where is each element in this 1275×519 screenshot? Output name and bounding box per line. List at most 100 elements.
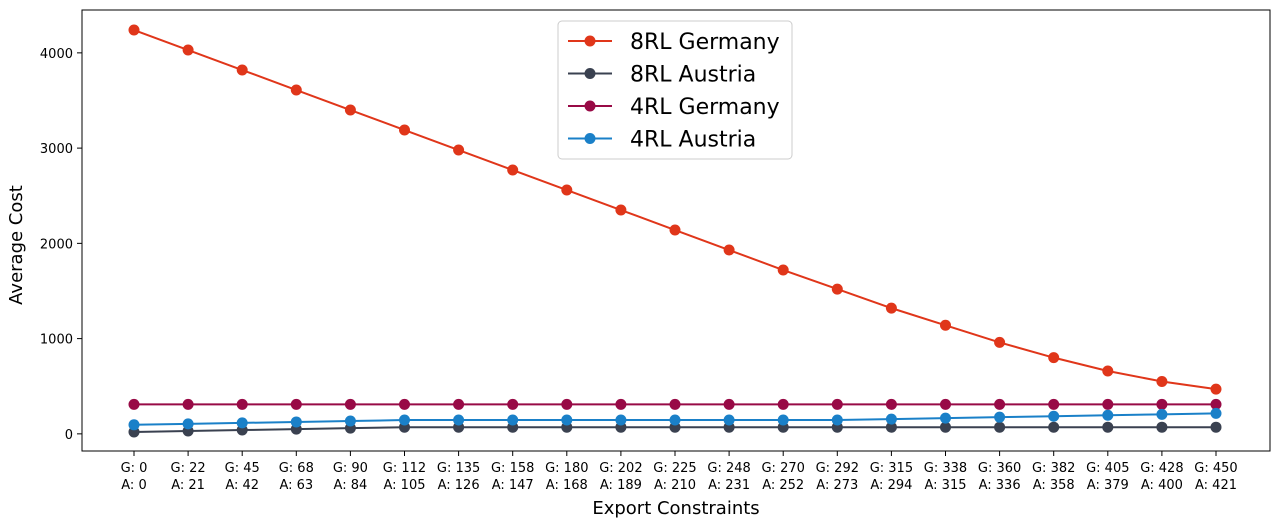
data-point-4rl-germany	[1048, 398, 1060, 410]
x-tick-label-line: G: 158	[491, 461, 534, 476]
series-4rl-germany	[128, 398, 1222, 410]
data-point-4rl-austria	[344, 415, 356, 427]
data-point-4rl-germany	[669, 398, 681, 410]
data-point-8rl-germany	[236, 64, 248, 76]
x-tick-label: G: 315 A: 294	[870, 461, 913, 493]
x-tick-label: G: 338 A: 315	[924, 461, 967, 493]
x-tick-label-line: A: 0	[121, 478, 146, 493]
data-point-8rl-germany	[1156, 375, 1168, 387]
data-point-4rl-austria	[453, 414, 465, 426]
data-point-4rl-austria	[615, 414, 627, 426]
x-tick-label: G: 45 A: 42	[225, 461, 260, 493]
x-tick-label: G: 0 A: 0	[121, 461, 148, 493]
x-tick-label-line: G: 0	[121, 461, 148, 476]
x-tick-label-line: G: 382	[1032, 461, 1075, 476]
data-point-8rl-germany	[290, 84, 302, 96]
data-point-8rl-austria	[1048, 421, 1060, 433]
legend-marker	[584, 35, 596, 47]
data-point-4rl-germany	[453, 398, 465, 410]
data-point-4rl-germany	[1102, 398, 1114, 410]
y-axis: 0 1000 2000 3000 4000	[40, 47, 82, 443]
x-tick-label-line: G: 248	[707, 461, 750, 476]
x-tick-label-line: G: 135	[437, 461, 480, 476]
data-point-4rl-austria	[669, 414, 681, 426]
data-point-4rl-germany	[182, 398, 194, 410]
data-point-4rl-austria	[399, 414, 410, 426]
y-axis-title: Average Cost	[6, 185, 27, 305]
data-point-4rl-austria	[831, 414, 843, 426]
x-axis-title: Export Constraints	[592, 498, 759, 519]
x-tick-label-line: A: 168	[546, 478, 588, 493]
x-tick-label-line: A: 315	[925, 478, 967, 493]
x-tick-label-line: G: 90	[333, 461, 368, 476]
x-tick-label: G: 225 A: 210	[653, 461, 696, 493]
data-point-4rl-austria	[128, 419, 140, 431]
data-point-4rl-austria	[290, 416, 302, 428]
x-tick-label: G: 68 A: 63	[279, 461, 314, 493]
data-point-4rl-austria	[561, 414, 573, 426]
data-point-8rl-germany	[399, 124, 410, 136]
x-tick-label-line: G: 315	[870, 461, 913, 476]
data-point-4rl-austria	[885, 413, 897, 425]
legend-box	[557, 20, 793, 160]
data-point-8rl-germany	[1102, 365, 1114, 377]
x-tick-label-line: A: 105	[384, 478, 426, 493]
data-point-8rl-germany	[344, 104, 356, 116]
legend-label: 4RL Austria	[630, 128, 756, 153]
data-point-4rl-austria	[1048, 410, 1060, 422]
x-tick-label-line: G: 112	[383, 461, 426, 476]
x-tick-label: G: 270 A: 252	[761, 461, 804, 493]
data-point-8rl-austria	[1210, 421, 1222, 433]
series-layer	[128, 24, 1222, 438]
x-tick-label-line: G: 22	[171, 461, 206, 476]
x-tick-label-line: A: 421	[1195, 478, 1237, 493]
data-point-8rl-austria	[885, 421, 897, 433]
legend-entry-8rl-germany: 8RL Germany	[568, 30, 780, 55]
y-tick-label: 0	[65, 428, 73, 443]
data-point-8rl-germany	[723, 244, 735, 256]
data-point-4rl-austria	[1156, 408, 1168, 420]
x-tick-label-line: A: 379	[1087, 478, 1129, 493]
data-point-8rl-germany	[994, 336, 1006, 348]
data-point-8rl-germany	[831, 283, 843, 295]
data-point-8rl-germany	[777, 264, 789, 276]
data-point-8rl-germany	[1048, 352, 1060, 364]
x-tick-label-line: A: 147	[492, 478, 534, 493]
legend-label: 8RL Germany	[630, 30, 780, 55]
data-point-8rl-germany	[453, 144, 465, 156]
y-tick-label: 2000	[40, 237, 73, 252]
x-tick-label-line: A: 336	[979, 478, 1021, 493]
x-tick-label: G: 135 A: 126	[437, 461, 480, 493]
data-point-4rl-germany	[615, 398, 627, 410]
x-tick-label-line: G: 270	[761, 461, 804, 476]
data-point-4rl-germany	[344, 398, 356, 410]
x-tick-label: G: 292 A: 273	[816, 461, 859, 493]
data-point-4rl-germany	[940, 398, 951, 410]
legend-label: 8RL Austria	[630, 63, 756, 88]
x-tick-label-line: A: 189	[600, 478, 642, 493]
x-tick-label-line: A: 210	[654, 478, 696, 493]
x-tick-label: G: 180 A: 168	[545, 461, 588, 493]
x-tick-label-line: A: 42	[225, 478, 259, 493]
data-point-4rl-germany	[994, 398, 1006, 410]
x-tick-label: G: 90 A: 84	[333, 461, 368, 493]
x-tick-label: G: 22 A: 21	[171, 461, 206, 493]
x-tick-label-line: A: 273	[816, 478, 858, 493]
data-point-8rl-austria	[1102, 421, 1114, 433]
y-tick-label: 3000	[40, 142, 73, 157]
x-tick-label-line: A: 84	[334, 478, 368, 493]
data-point-8rl-germany	[940, 319, 951, 331]
data-point-8rl-germany	[885, 302, 897, 314]
x-tick-label-line: A: 126	[438, 478, 480, 493]
data-point-4rl-austria	[994, 411, 1006, 423]
x-tick-label: G: 158 A: 147	[491, 461, 534, 493]
data-point-4rl-austria	[777, 414, 789, 426]
legend-entry-4rl-austria: 4RL Austria	[568, 128, 756, 153]
x-tick-label: G: 360 A: 336	[978, 461, 1021, 493]
data-point-4rl-austria	[507, 414, 519, 426]
x-tick-label-line: G: 225	[653, 461, 696, 476]
x-tick-label: G: 405 A: 379	[1086, 461, 1129, 493]
data-point-4rl-germany	[507, 398, 519, 410]
